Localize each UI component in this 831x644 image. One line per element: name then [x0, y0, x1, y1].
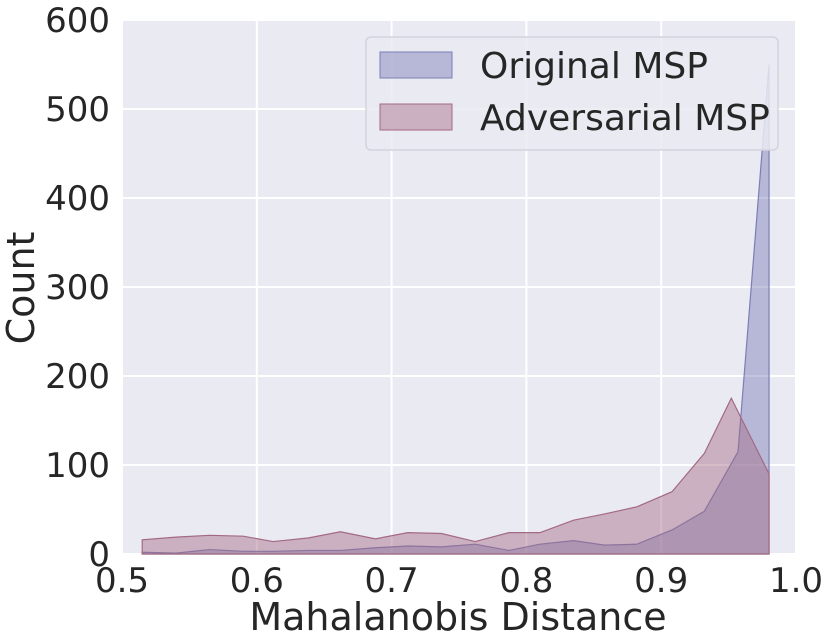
series-area-0 [141, 64, 770, 555]
series-areas [141, 64, 770, 555]
y-tick-label: 200 [45, 357, 110, 397]
y-tick-label: 600 [45, 1, 110, 41]
x-tick-label: 0.7 [365, 561, 419, 601]
y-tick-label: 100 [45, 446, 110, 486]
legend-swatch-1 [379, 103, 453, 131]
x-tick-label: 0.5 [95, 561, 149, 601]
series-area-1 [141, 396, 770, 555]
legend-label-0: Original MSP [480, 46, 708, 87]
legend-label-1: Adversarial MSP [480, 98, 770, 139]
x-tick-label: 0.8 [499, 561, 553, 601]
x-tick-label: 0.9 [634, 561, 688, 601]
y-tick-label: 300 [45, 268, 110, 308]
x-tick-label: 0.6 [230, 561, 284, 601]
x-axis-title: Mahalanobis Distance [249, 595, 666, 639]
y-tick-label: 500 [45, 90, 110, 130]
legend: Original MSP Adversarial MSP [365, 36, 779, 151]
legend-box [365, 36, 779, 151]
y-tick-labels: 0 100 200 300 400 500 600 [45, 1, 110, 575]
y-tick-label: 400 [45, 179, 110, 219]
x-tick-labels: 0.5 0.6 0.7 0.8 0.9 1.0 [95, 561, 823, 601]
y-axis-title: Count [0, 232, 43, 345]
y-tick-label: 0 [88, 535, 110, 575]
legend-swatch-0 [379, 51, 453, 79]
x-tick-label: 1.0 [769, 561, 823, 601]
